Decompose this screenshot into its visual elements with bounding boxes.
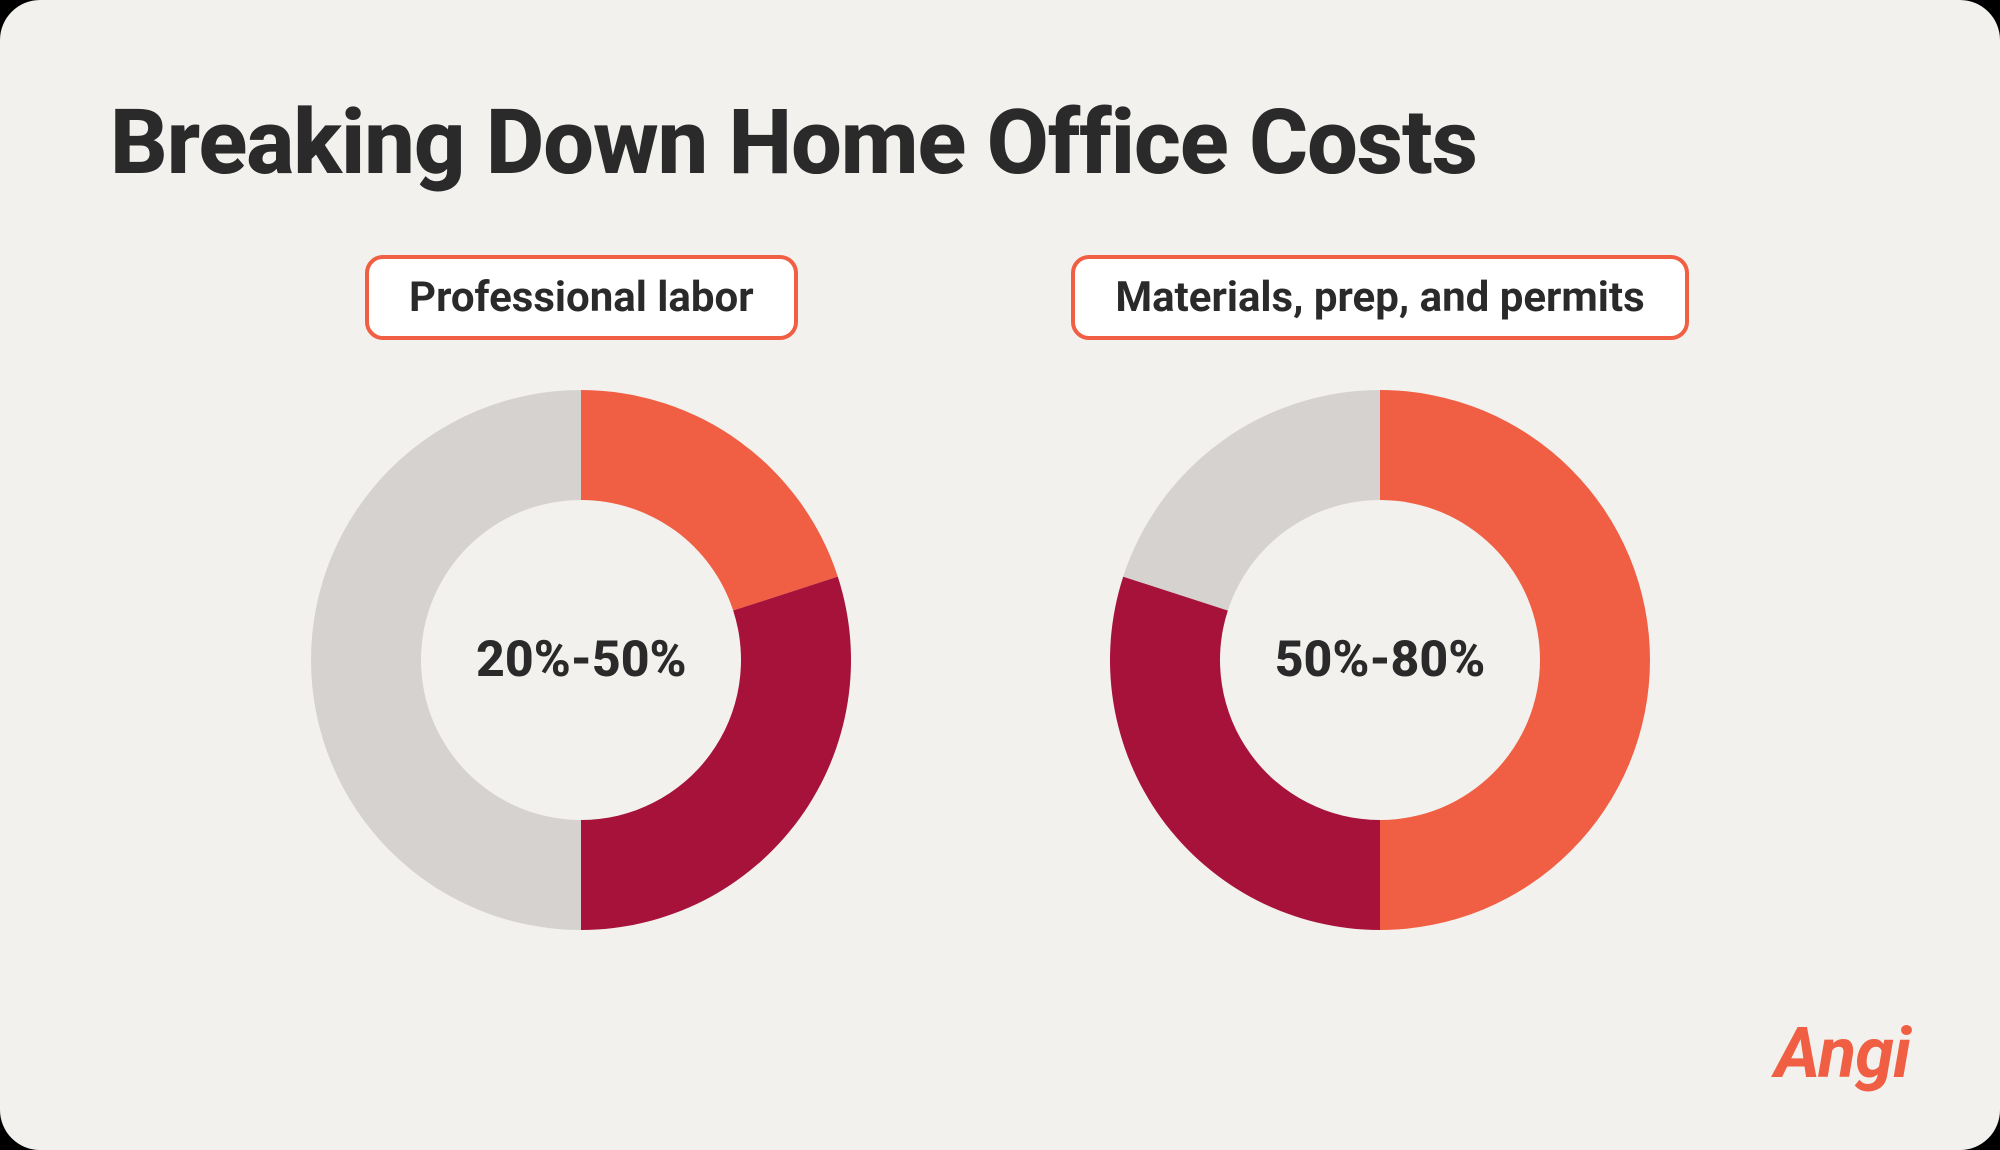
chip-materials: Materials, prep, and permits <box>1071 255 1688 340</box>
donut-labor: 20%-50% <box>311 390 851 930</box>
donut-materials: 50%-80% <box>1110 390 1650 930</box>
brand-logo: Angi <box>1775 1013 1910 1095</box>
charts-row: Professional labor 20%-50% Materials, pr… <box>110 255 1890 930</box>
infographic-card: Breaking Down Home Office Costs Professi… <box>0 0 2000 1150</box>
brand-text: Angi <box>1775 1013 1910 1095</box>
page-title: Breaking Down Home Office Costs <box>110 90 1890 195</box>
donut-segment <box>581 390 838 611</box>
donut-segment <box>1110 577 1380 930</box>
chart-block-labor: Professional labor 20%-50% <box>311 255 851 930</box>
donut-segment <box>581 577 851 930</box>
donut-materials-center: 50%-80% <box>1275 631 1486 689</box>
donut-segment <box>1123 390 1380 611</box>
donut-labor-center: 20%-50% <box>476 631 687 689</box>
chart-block-materials: Materials, prep, and permits 50%-80% <box>1071 255 1688 930</box>
chip-labor: Professional labor <box>365 255 798 340</box>
